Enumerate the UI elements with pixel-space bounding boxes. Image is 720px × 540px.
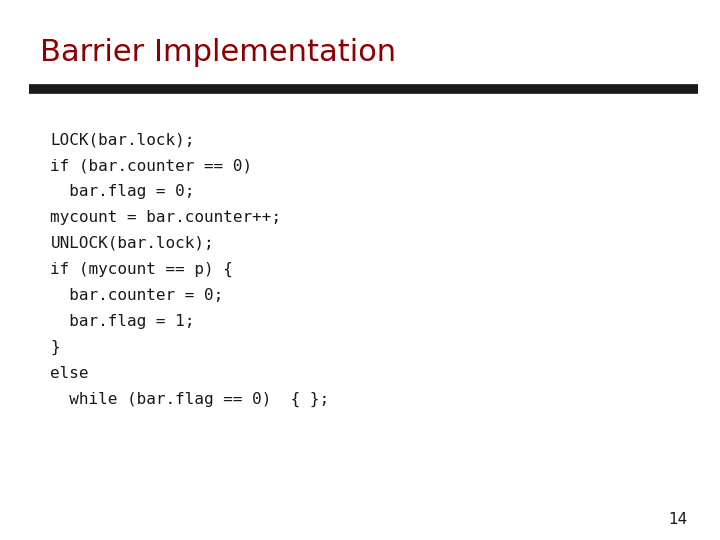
Text: else: else	[50, 366, 89, 381]
Text: if (mycount == p) {: if (mycount == p) {	[50, 262, 233, 277]
Text: 14: 14	[668, 511, 688, 526]
Text: }: }	[50, 340, 60, 355]
Text: mycount = bar.counter++;: mycount = bar.counter++;	[50, 210, 282, 225]
Text: Barrier Implementation: Barrier Implementation	[40, 38, 396, 67]
Text: UNLOCK(bar.lock);: UNLOCK(bar.lock);	[50, 236, 214, 251]
Text: LOCK(bar.lock);: LOCK(bar.lock);	[50, 132, 195, 147]
Text: bar.counter = 0;: bar.counter = 0;	[50, 288, 224, 303]
Text: bar.flag = 1;: bar.flag = 1;	[50, 314, 195, 329]
Text: bar.flag = 0;: bar.flag = 0;	[50, 184, 195, 199]
Text: if (bar.counter == 0): if (bar.counter == 0)	[50, 158, 253, 173]
Text: while (bar.flag == 0)  { };: while (bar.flag == 0) { };	[50, 392, 330, 407]
